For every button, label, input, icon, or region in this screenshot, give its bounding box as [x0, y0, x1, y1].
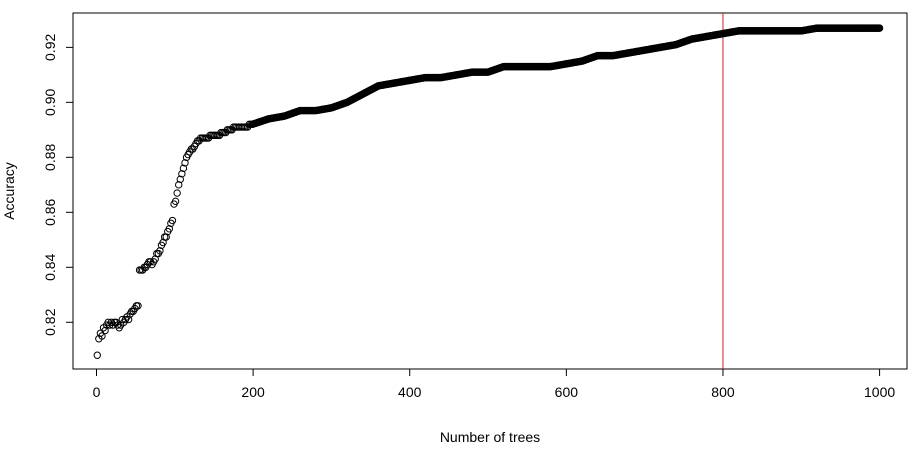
- data-point: [98, 332, 106, 340]
- y-tick-label: 0.82: [42, 308, 58, 335]
- data-point: [162, 233, 170, 241]
- data-point: [176, 175, 184, 184]
- y-tick-label: 0.92: [42, 34, 58, 61]
- data-points: [93, 24, 884, 359]
- data-point: [181, 159, 189, 167]
- data-point: [124, 315, 133, 324]
- data-point: [171, 197, 180, 206]
- data-point: [93, 351, 101, 359]
- x-tick-label: 0: [93, 384, 101, 400]
- data-point: [179, 164, 188, 173]
- data-point: [101, 326, 109, 335]
- x-axis-title: Number of trees: [440, 429, 540, 445]
- x-tick-label: 1000: [864, 384, 895, 400]
- x-axis: 0 200 400 600 800 1000: [93, 369, 895, 400]
- x-tick-label: 800: [711, 384, 735, 400]
- data-point: [178, 170, 186, 178]
- data-point: [875, 24, 884, 32]
- data-point: [151, 255, 159, 263]
- y-tick-label: 0.88: [42, 143, 58, 170]
- y-axis: 0.82 0.84 0.86 0.88 0.90 0.92: [42, 34, 73, 336]
- data-point: [134, 302, 142, 310]
- y-axis-title: Accuracy: [1, 162, 17, 220]
- data-point: [165, 225, 174, 233]
- y-tick-label: 0.90: [42, 89, 58, 116]
- y-tick-label: 0.84: [42, 253, 58, 280]
- x-tick-label: 600: [555, 384, 579, 400]
- data-point: [173, 189, 181, 197]
- x-tick-label: 200: [241, 384, 265, 400]
- y-tick-label: 0.86: [42, 198, 58, 225]
- data-point: [159, 238, 167, 247]
- data-point: [168, 216, 177, 225]
- plot-frame: [72, 12, 908, 370]
- x-tick-label: 400: [398, 384, 422, 400]
- data-point: [175, 181, 183, 189]
- data-point: [156, 247, 164, 255]
